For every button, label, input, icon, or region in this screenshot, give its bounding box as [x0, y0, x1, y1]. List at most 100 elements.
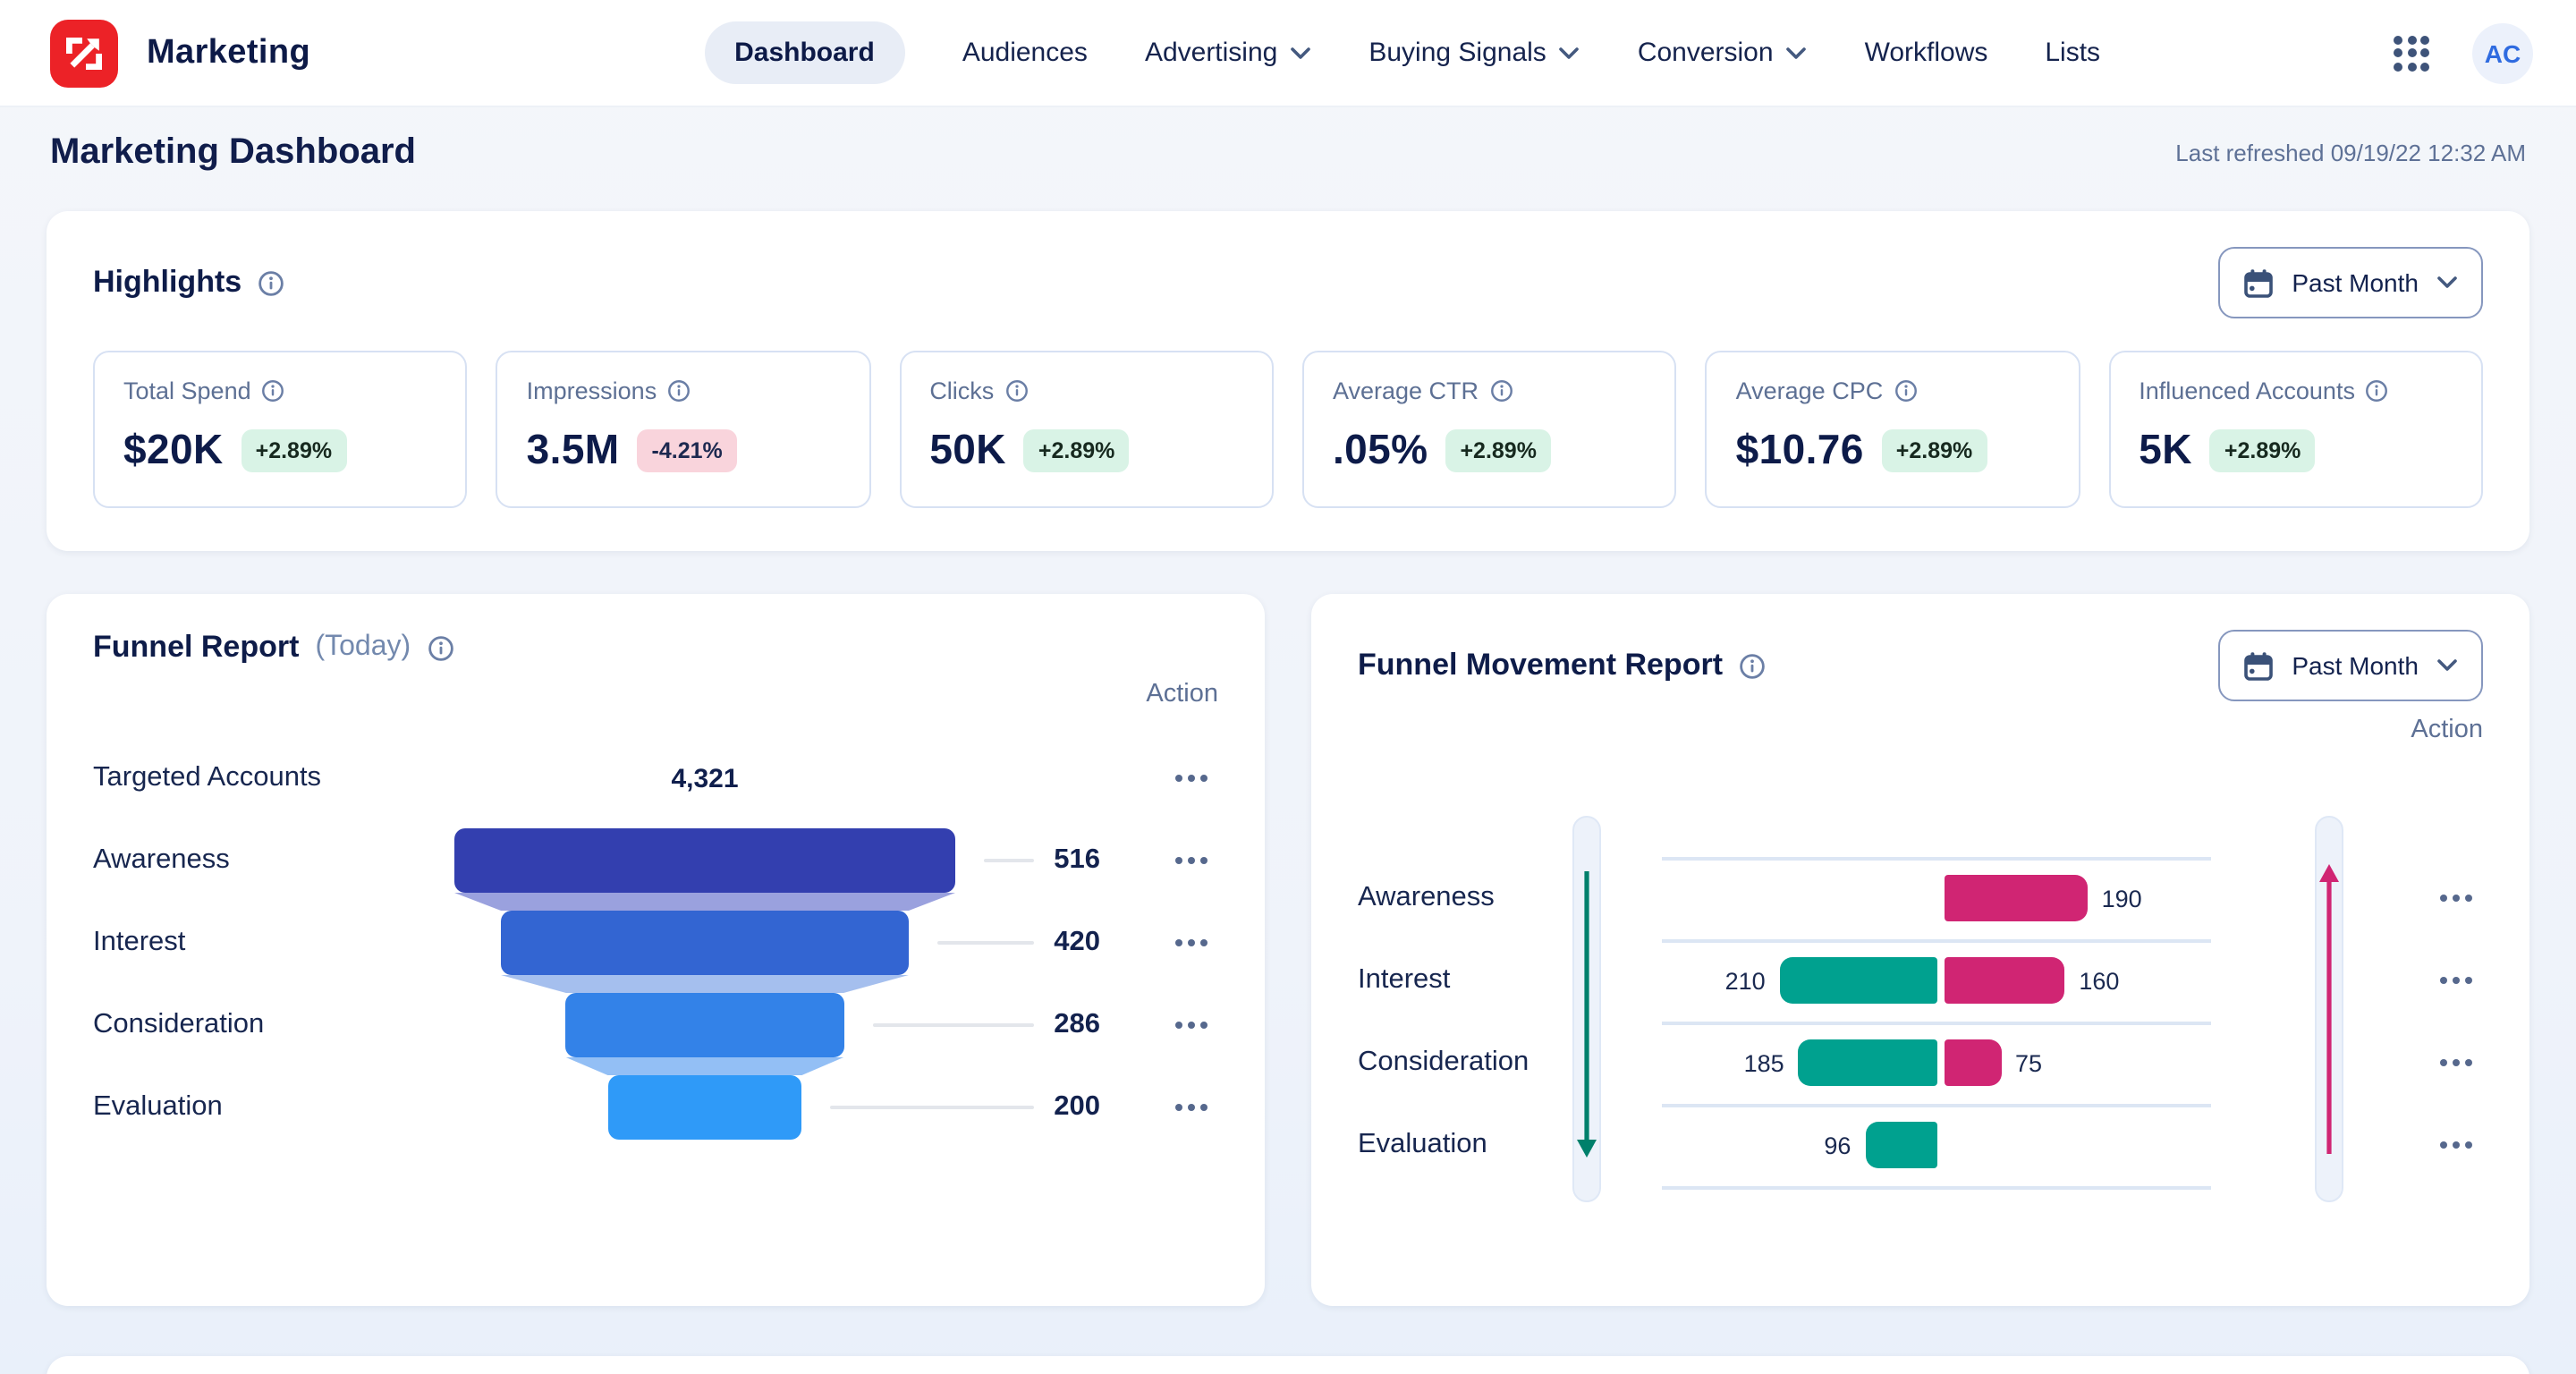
funnel-transition	[454, 893, 955, 911]
chevron-down-icon	[1786, 46, 1808, 60]
funnel-report-subtitle: (Today)	[315, 632, 411, 662]
nav-item-label: Audiences	[962, 38, 1088, 68]
nav-item-buying-signals[interactable]: Buying Signals	[1368, 38, 1580, 68]
kpi-change-badge: +2.89%	[1445, 428, 1551, 471]
funnel-bar-interest	[501, 911, 909, 975]
kpi-label: Influenced Accounts	[2139, 377, 2453, 404]
nav-item-conversion[interactable]: Conversion	[1638, 38, 1808, 68]
movement-right-value: 190	[2101, 885, 2142, 912]
funnel-stage-label: Consideration	[93, 1009, 265, 1039]
funnel-value-connector	[872, 1023, 1034, 1027]
movement-row-actions-button[interactable]	[2433, 1022, 2479, 1104]
info-icon[interactable]	[262, 379, 285, 403]
funnel-row-actions-button[interactable]	[1168, 1066, 1215, 1149]
kpi-label: Average CTR	[1333, 377, 1647, 404]
movement-stage-label: Interest	[1358, 964, 1451, 995]
chevron-down-icon	[2436, 658, 2458, 673]
funnel-movement-title: Funnel Movement Report	[1358, 648, 1724, 682]
user-avatar[interactable]: AC	[2472, 22, 2533, 83]
action-column-header: Action	[2411, 716, 2483, 744]
movement-row-actions-button[interactable]	[2433, 1104, 2479, 1186]
funnel-row-actions-button[interactable]	[1168, 902, 1215, 984]
kpi-value: 5K	[2139, 426, 2192, 472]
info-icon[interactable]	[1489, 379, 1513, 403]
downward-movement-track	[1572, 816, 1601, 1202]
funnel-stage-value: 200	[1054, 1091, 1100, 1122]
gridline	[1662, 939, 2211, 942]
kpi-change-badge: +2.89%	[2209, 428, 2316, 471]
kpi-value: 3.5M	[526, 426, 620, 472]
nav-item-advertising[interactable]: Advertising	[1145, 38, 1311, 68]
funnel-report-card: Funnel Report (Today) Action Targeted Ac…	[47, 594, 1265, 1306]
kpi-card-average-ctr: Average CTR .05% +2.89%	[1301, 351, 1677, 508]
funnel-row-actions-button[interactable]	[1168, 737, 1215, 819]
movement-bar-right-consideration	[1945, 1039, 2001, 1086]
kpi-change-badge: -4.21%	[637, 428, 737, 471]
movement-bar-right-interest	[1945, 957, 2065, 1004]
chevron-down-icon	[2436, 276, 2458, 290]
page-header: Marketing Dashboard Last refreshed 09/19…	[0, 107, 2576, 197]
highlights-period-select[interactable]: Past Month	[2218, 247, 2483, 318]
nav-item-label: Buying Signals	[1368, 38, 1546, 68]
funnel-stage-value: 286	[1054, 1009, 1100, 1039]
kpi-card-total-spend: Total Spend $20K +2.89%	[93, 351, 468, 508]
info-icon[interactable]	[427, 634, 453, 661]
funnel-value-connector	[984, 859, 1034, 862]
movement-bar-right-awareness	[1945, 875, 2088, 921]
primary-nav: Dashboard Audiences Advertising Buying Sig…	[704, 21, 2100, 84]
kpi-change-badge: +2.89%	[1023, 428, 1130, 471]
movement-row-actions-button[interactable]	[2433, 857, 2479, 939]
kpi-value: $10.76	[1735, 426, 1864, 472]
kpi-label: Total Spend	[123, 377, 437, 404]
calendar-icon	[2243, 267, 2274, 298]
funnel-movement-chart: Awareness 190 Interest 210 160 Consideration 1…	[1358, 816, 2483, 1231]
funnel-row-actions-button[interactable]	[1168, 819, 1215, 902]
gridline	[1662, 1022, 2211, 1024]
movement-row-actions-button[interactable]	[2433, 939, 2479, 1022]
funnel-row-actions-button[interactable]	[1168, 984, 1215, 1066]
kpi-row: Total Spend $20K +2.89% Impressions 3.5M…	[93, 351, 2483, 508]
funnel-transition	[501, 975, 909, 993]
kpi-card-clicks: Clicks 50K +2.89%	[899, 351, 1274, 508]
funnel-stage-value: 516	[1054, 844, 1100, 875]
info-icon[interactable]	[1739, 652, 1766, 679]
nav-item-label: Conversion	[1637, 38, 1774, 68]
info-icon[interactable]	[1894, 379, 1917, 403]
nav-item-label: Dashboard	[734, 38, 875, 68]
info-icon[interactable]	[1004, 379, 1028, 403]
page-title: Marketing Dashboard	[50, 131, 416, 171]
funnel-report-title: Funnel Report	[93, 630, 300, 664]
movement-bar-left-evaluation	[1865, 1122, 1937, 1168]
movement-stage-label: Consideration	[1358, 1047, 1530, 1077]
kpi-label: Impressions	[527, 377, 841, 404]
funnel-stage-label: Interest	[93, 927, 186, 957]
movement-right-value: 160	[2079, 967, 2120, 994]
kpi-card-influenced-accounts: Influenced Accounts 5K +2.89%	[2108, 351, 2483, 508]
gridline	[1662, 1104, 2211, 1107]
app-launcher-icon[interactable]	[2394, 35, 2429, 71]
nav-item-lists[interactable]: Lists	[2045, 38, 2100, 68]
funnel-movement-card: Funnel Movement Report Past Month Action…	[1311, 594, 2529, 1306]
funnel-movement-period-select[interactable]: Past Month	[2218, 630, 2483, 701]
kpi-card-average-cpc: Average CPC $10.76 +2.89%	[1705, 351, 2080, 508]
movement-left-value: 185	[1743, 1049, 1784, 1076]
nav-item-label: Workflows	[1864, 38, 1988, 68]
nav-item-dashboard[interactable]: Dashboard	[704, 21, 905, 84]
kpi-card-impressions: Impressions 3.5M -4.21%	[496, 351, 871, 508]
funnel-transition	[565, 1057, 844, 1075]
nav-item-audiences[interactable]: Audiences	[962, 38, 1088, 68]
next-section-card-edge	[47, 1356, 2529, 1374]
nav-item-workflows[interactable]: Workflows	[1865, 38, 1988, 68]
info-icon[interactable]	[667, 379, 691, 403]
chevron-down-icon	[1290, 46, 1311, 60]
info-icon[interactable]	[258, 269, 284, 296]
kpi-change-badge: +2.89%	[241, 428, 347, 471]
kpi-value: .05%	[1332, 426, 1428, 472]
zoominfo-logo-icon[interactable]	[50, 19, 118, 87]
movement-bar-left-interest	[1779, 957, 1937, 1004]
funnel-bar-evaluation	[607, 1075, 802, 1140]
calendar-icon	[2243, 650, 2274, 681]
funnel-stage-label: Targeted Accounts	[93, 762, 322, 793]
nav-item-label: Advertising	[1144, 38, 1278, 68]
info-icon[interactable]	[2366, 379, 2389, 403]
